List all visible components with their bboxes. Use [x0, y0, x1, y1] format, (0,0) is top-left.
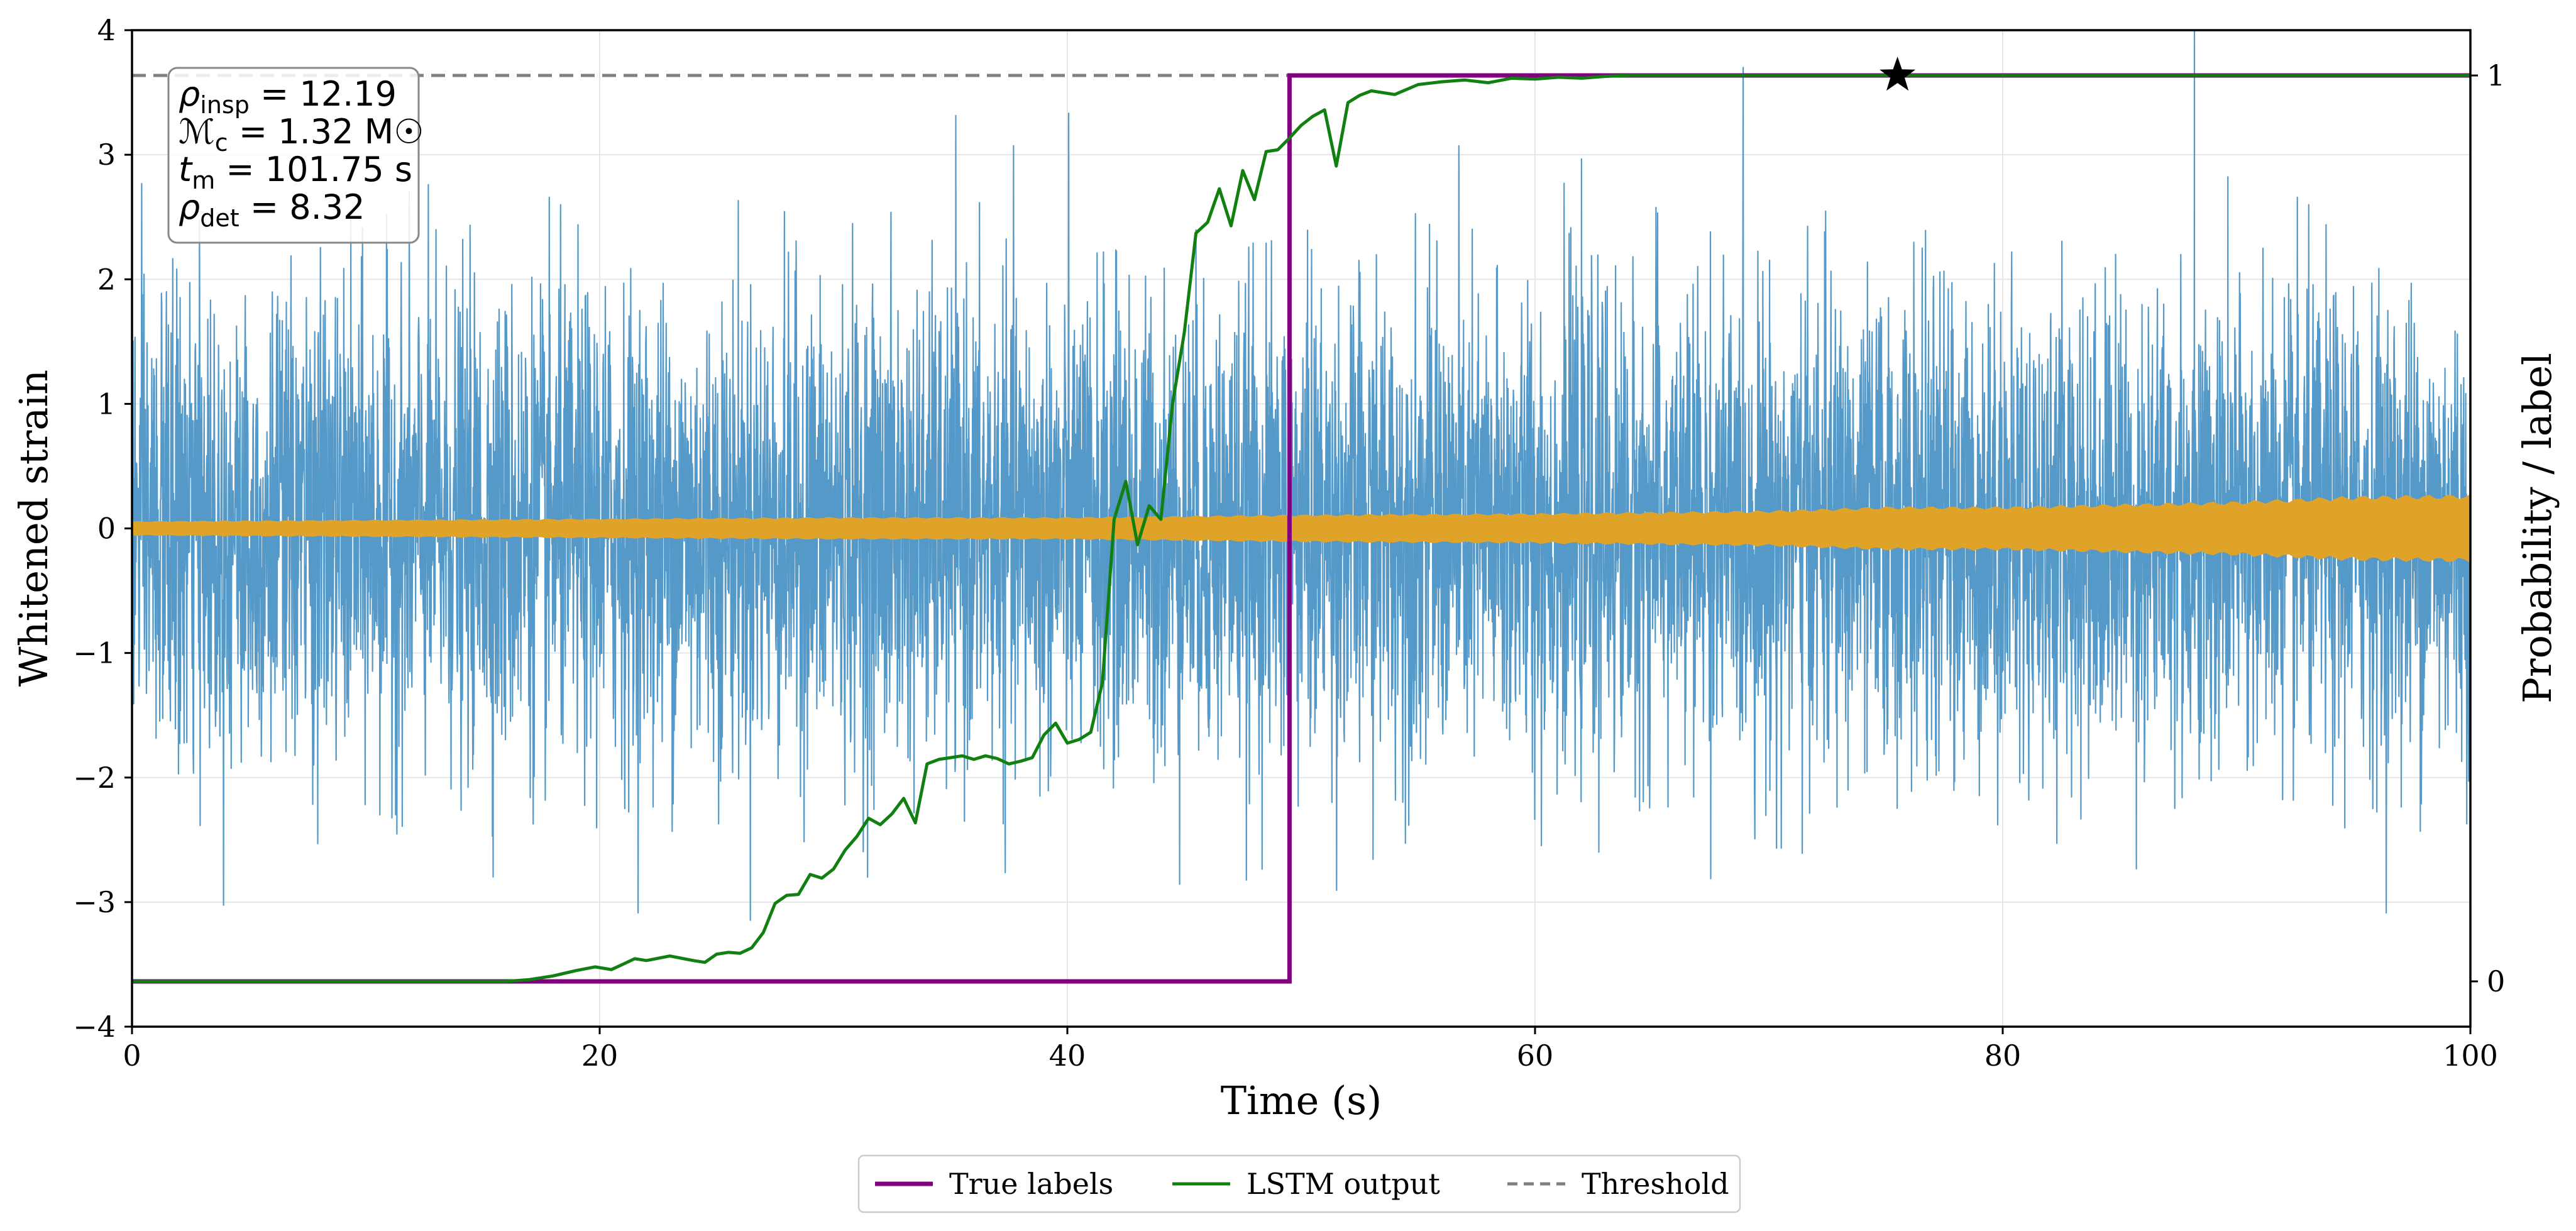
- x-tick-label: 40: [1049, 1039, 1086, 1073]
- annotation-symbol: ρ: [179, 74, 200, 114]
- annotation-value: = 101.75 s: [215, 150, 412, 189]
- y-left-tick-label: 0: [97, 512, 116, 546]
- x-tick-label: 60: [1517, 1039, 1554, 1073]
- y-left-tick-label: −2: [73, 761, 116, 795]
- y-left-tick-label: 3: [97, 138, 116, 172]
- detection-star-marker: [1880, 57, 1916, 91]
- annotation-value: = 1.32 M☉: [228, 112, 424, 152]
- legend-frame: [857, 1154, 1741, 1213]
- series-layer: [132, 30, 2470, 921]
- legend-label: True labels: [949, 1167, 1113, 1201]
- annotation-line: ρdet = 8.32: [179, 187, 365, 232]
- y-axis-left-title: Whitened strain: [11, 370, 57, 687]
- y-left-tick-label: 2: [97, 262, 116, 296]
- annotation-line: ρinsp = 12.19: [179, 74, 397, 119]
- legend-label: LSTM output: [1247, 1167, 1440, 1201]
- lstm-output-line: [132, 74, 2470, 983]
- y-left-tick-label: −4: [73, 1010, 116, 1044]
- annotation-subscript: c: [215, 129, 228, 157]
- annotation-value: = 8.32: [239, 187, 365, 227]
- y-axis-right: 01: [2470, 58, 2505, 998]
- x-tick-label: 20: [581, 1039, 619, 1073]
- overlay-layer: [132, 57, 2470, 984]
- y-left-tick-label: 1: [97, 387, 116, 421]
- y-right-tick-label: 1: [2487, 58, 2505, 92]
- annotation-frame: [167, 67, 420, 244]
- x-tick-label: 0: [123, 1039, 141, 1073]
- y-axis-right-title: Probability / label: [2514, 353, 2560, 704]
- annotation-subscript: insp: [200, 91, 250, 119]
- annotation-line: ℳc = 1.32 M☉: [179, 112, 424, 157]
- annotation-subscript: det: [200, 204, 239, 232]
- legend-label: Threshold: [1582, 1167, 1729, 1201]
- legend: True labels LSTM output Threshold: [857, 1154, 1741, 1213]
- annotation-symbol: t: [179, 150, 193, 189]
- y-right-tick-label: 0: [2487, 964, 2505, 998]
- annotation-symbol: ℳ: [179, 112, 215, 152]
- legend-items: True labels LSTM output Threshold: [875, 1167, 1729, 1201]
- annotation-line: tm = 101.75 s: [179, 150, 412, 194]
- annotation-symbol: ρ: [179, 187, 200, 227]
- y-left-tick-label: −1: [73, 636, 116, 670]
- y-left-tick-label: 4: [97, 13, 116, 47]
- x-axis: 0 20 40 60 80 100: [123, 1027, 2498, 1073]
- annotation-value: = 12.19: [250, 74, 397, 114]
- y-left-tick-label: −3: [73, 885, 116, 919]
- y-axis-left: −4 −3 −2 −1 0 1 2 3 4: [73, 13, 132, 1044]
- annotation-subscript: m: [192, 167, 215, 194]
- x-tick-label: 100: [2443, 1039, 2498, 1073]
- x-tick-label: 80: [1984, 1039, 2022, 1073]
- x-axis-title: Time (s): [1221, 1078, 1382, 1123]
- signal-envelope: [132, 494, 2470, 563]
